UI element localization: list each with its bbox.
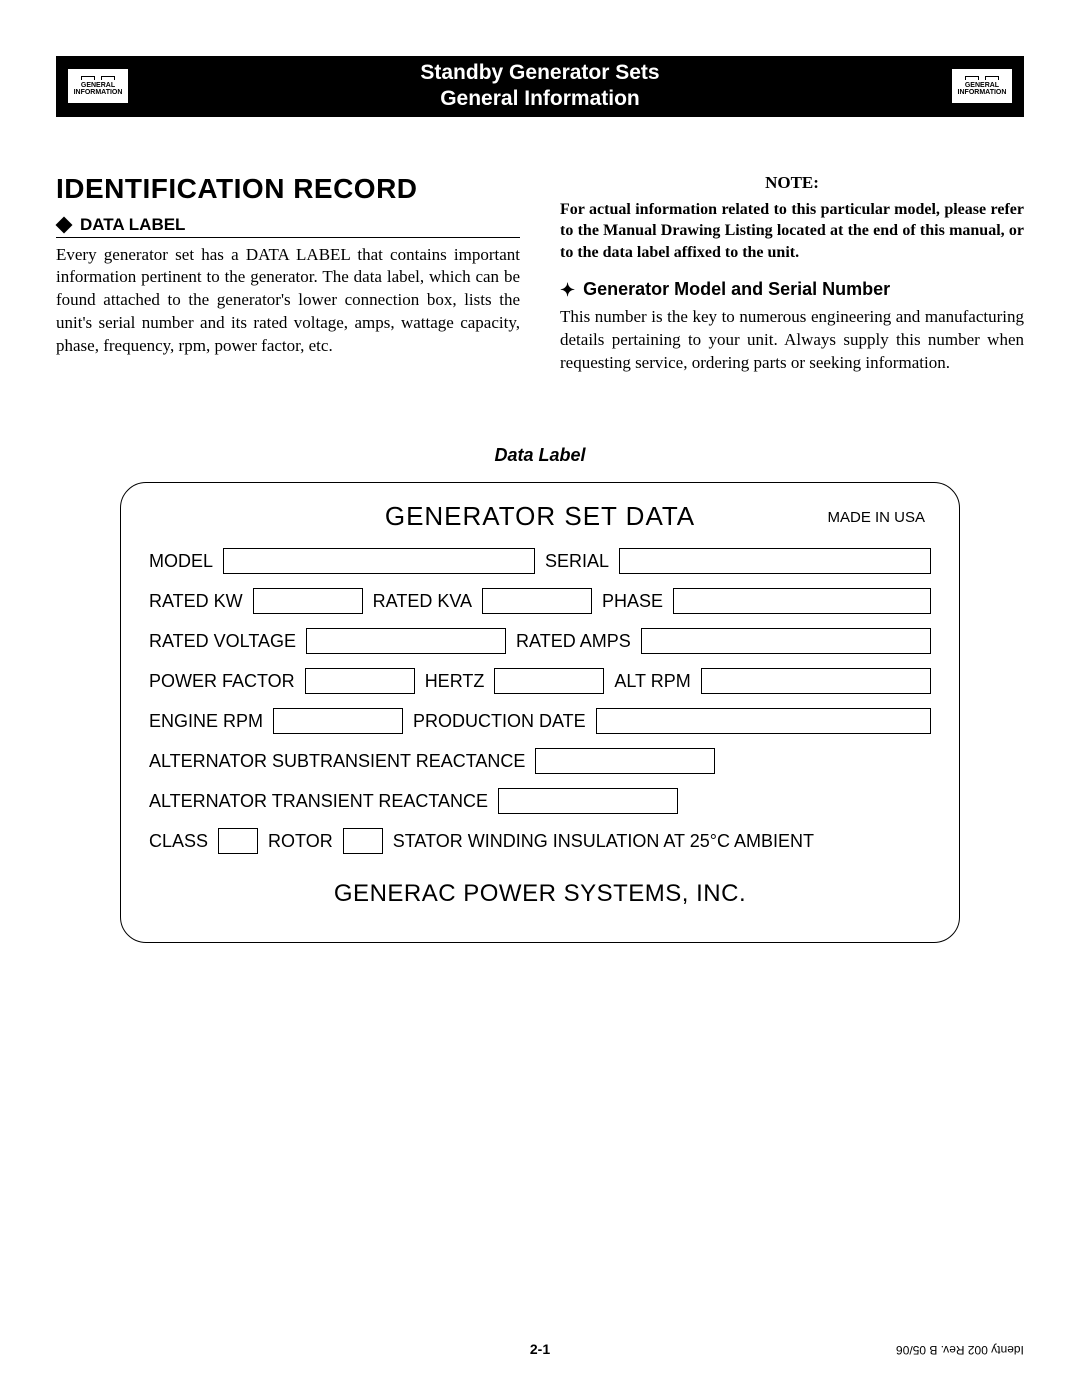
row-class-rotor-stator: CLASS ROTOR STATOR WINDING INSULATION AT…	[149, 828, 931, 854]
model-serial-paragraph: This number is the key to numerous engin…	[560, 306, 1024, 375]
field-rotor	[343, 828, 383, 854]
label-rated-kw: RATED KW	[149, 591, 243, 612]
field-alt-rpm	[701, 668, 931, 694]
label-serial: SERIAL	[545, 551, 609, 572]
row-model-serial: MODEL SERIAL	[149, 548, 931, 574]
label-engine-rpm: ENGINE RPM	[149, 711, 263, 732]
section-tab-icon-left: GENERAL INFORMATION	[66, 67, 130, 105]
field-transient	[498, 788, 678, 814]
field-production-date	[596, 708, 931, 734]
label-hertz: HERTZ	[425, 671, 485, 692]
label-alt-rpm: ALT RPM	[614, 671, 690, 692]
model-serial-heading: ✦ Generator Model and Serial Number	[560, 279, 1024, 300]
field-serial	[619, 548, 931, 574]
header-title-line2: General Information	[420, 86, 659, 112]
icon-text-line2: INFORMATION	[958, 89, 1007, 96]
data-label-title: GENERATOR SET DATA	[385, 501, 695, 531]
row-engine-rpm-prod: ENGINE RPM PRODUCTION DATE	[149, 708, 931, 734]
field-hertz	[494, 668, 604, 694]
made-in-label: MADE IN USA	[827, 509, 925, 526]
field-phase	[673, 588, 931, 614]
label-subtransient: ALTERNATOR SUBTRANSIENT REACTANCE	[149, 751, 525, 772]
data-label-paragraph: Every generator set has a DATA LABEL tha…	[56, 244, 520, 359]
field-power-factor	[305, 668, 415, 694]
label-phase: PHASE	[602, 591, 663, 612]
sub-heading-text: Generator Model and Serial Number	[583, 279, 890, 300]
field-engine-rpm	[273, 708, 403, 734]
page: GENERAL INFORMATION Standby Generator Se…	[0, 0, 1080, 983]
row-pf-hz-rpm: POWER FACTOR HERTZ ALT RPM	[149, 668, 931, 694]
left-column: IDENTIFICATION RECORD DATA LABEL Every g…	[56, 173, 520, 376]
data-label-box: GENERATOR SET DATA MADE IN USA MODEL SER…	[120, 482, 960, 943]
diamond-icon	[56, 216, 73, 233]
label-transient: ALTERNATOR TRANSIENT REACTANCE	[149, 791, 488, 812]
note-body: For actual information related to this p…	[560, 199, 1024, 264]
label-model: MODEL	[149, 551, 213, 572]
section-tab-icon-right: GENERAL INFORMATION	[950, 67, 1014, 105]
sub-heading-text: DATA LABEL	[80, 215, 185, 235]
field-rated-voltage	[306, 628, 506, 654]
icon-text-line1: GENERAL	[965, 82, 999, 89]
label-rated-amps: RATED AMPS	[516, 631, 631, 652]
header-title-line1: Standby Generator Sets	[420, 60, 659, 86]
data-label-caption: Data Label	[56, 445, 1024, 466]
star-icon: ✦	[560, 281, 575, 299]
main-heading: IDENTIFICATION RECORD	[56, 173, 520, 205]
company-name: GENERAC POWER SYSTEMS, INC.	[149, 880, 931, 908]
field-model	[223, 548, 535, 574]
revision-text: Identy 002 Rev. B 05/06	[896, 1343, 1024, 1357]
icon-text-line1: GENERAL	[81, 82, 115, 89]
row-subtransient: ALTERNATOR SUBTRANSIENT REACTANCE	[149, 748, 931, 774]
label-production-date: PRODUCTION DATE	[413, 711, 586, 732]
label-stator-winding: STATOR WINDING INSULATION AT 25°C AMBIEN…	[393, 831, 814, 852]
label-rated-voltage: RATED VOLTAGE	[149, 631, 296, 652]
data-label-title-row: GENERATOR SET DATA MADE IN USA	[149, 501, 931, 532]
data-label-heading: DATA LABEL	[56, 215, 520, 238]
field-subtransient	[535, 748, 715, 774]
page-number: 2-1	[530, 1341, 550, 1357]
row-voltage-amps: RATED VOLTAGE RATED AMPS	[149, 628, 931, 654]
header-bar: GENERAL INFORMATION Standby Generator Se…	[56, 56, 1024, 117]
row-transient: ALTERNATOR TRANSIENT REACTANCE	[149, 788, 931, 814]
note-label: NOTE:	[560, 173, 1024, 193]
row-kw-kva-phase: RATED KW RATED KVA PHASE	[149, 588, 931, 614]
field-class	[218, 828, 258, 854]
icon-text-line2: INFORMATION	[74, 89, 123, 96]
label-class: CLASS	[149, 831, 208, 852]
header-title: Standby Generator Sets General Informati…	[420, 60, 659, 113]
content-columns: IDENTIFICATION RECORD DATA LABEL Every g…	[56, 173, 1024, 376]
right-column: NOTE: For actual information related to …	[560, 173, 1024, 376]
label-rated-kva: RATED KVA	[373, 591, 472, 612]
label-rotor: ROTOR	[268, 831, 333, 852]
field-rated-kw	[253, 588, 363, 614]
label-power-factor: POWER FACTOR	[149, 671, 295, 692]
field-rated-amps	[641, 628, 931, 654]
field-rated-kva	[482, 588, 592, 614]
